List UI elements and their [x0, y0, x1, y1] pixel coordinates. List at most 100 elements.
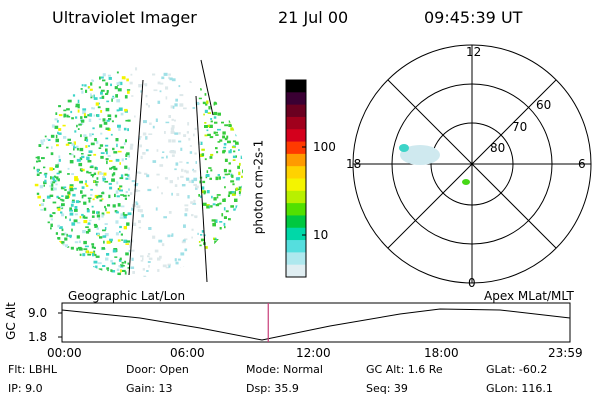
emission-speckle: [84, 139, 88, 141]
emission-speckle: [152, 73, 156, 76]
emission-speckle: [193, 183, 197, 186]
emission-speckle: [114, 86, 118, 90]
colorbar: [285, 79, 307, 278]
emission-speckle: [117, 124, 121, 128]
emission-speckle: [119, 216, 124, 219]
emission-speckle: [192, 203, 197, 205]
emission-speckle: [103, 240, 105, 244]
emission-speckle: [199, 244, 202, 247]
emission-speckle: [131, 257, 134, 261]
emission-speckle: [130, 266, 135, 269]
emission-speckle: [80, 116, 83, 119]
emission-speckle: [78, 240, 81, 244]
emission-speckle: [98, 86, 101, 89]
emission-speckle: [204, 246, 208, 249]
emission-speckle: [119, 177, 124, 180]
emission-speckle: [228, 120, 231, 123]
emission-speckle: [89, 251, 93, 254]
emission-speckle: [65, 143, 70, 146]
emission-speckle: [82, 108, 87, 111]
emission-speckle: [102, 73, 106, 77]
emission-speckle: [69, 187, 74, 192]
emission-speckle: [56, 120, 59, 123]
emission-speckle: [102, 118, 106, 122]
emission-speckle: [117, 88, 122, 92]
emission-speckle: [100, 89, 105, 92]
emission-speckle: [91, 243, 95, 246]
emission-speckle: [216, 239, 220, 243]
info-mode: Mode: Normal: [246, 363, 323, 376]
emission-speckle: [58, 155, 61, 159]
emission-speckle: [117, 203, 121, 207]
emission-speckle: [100, 110, 103, 113]
emission-speckle: [40, 208, 44, 211]
emission-speckle: [147, 255, 150, 258]
emission-speckle: [224, 186, 226, 189]
emission-speckle: [87, 253, 91, 256]
emission-speckle: [100, 152, 105, 154]
emission-speckle: [123, 215, 127, 219]
emission-speckle: [183, 107, 187, 110]
emission-speckle: [190, 201, 193, 204]
emission-speckle: [50, 218, 53, 221]
emission-speckle: [109, 167, 112, 170]
emission-speckle: [138, 220, 141, 224]
emission-speckle: [136, 205, 141, 209]
emission-speckle: [161, 156, 164, 159]
emission-speckle: [213, 197, 217, 201]
emission-speckle: [122, 194, 127, 197]
emission-speckle: [134, 189, 138, 193]
emission-speckle: [110, 83, 112, 87]
emission-speckle: [140, 155, 143, 160]
emission-speckle: [147, 261, 151, 263]
emission-speckle: [43, 181, 47, 185]
emission-speckle: [232, 159, 236, 161]
emission-speckle: [144, 83, 147, 85]
emission-speckle: [111, 173, 114, 177]
emission-speckle: [126, 89, 131, 91]
emission-speckle: [76, 247, 79, 251]
emission-speckle: [180, 175, 184, 178]
emission-speckle: [116, 109, 120, 112]
emission-speckle: [90, 93, 92, 97]
emission-speckle: [157, 269, 160, 272]
emission-speckle: [99, 97, 102, 99]
emission-speckle: [76, 222, 81, 224]
emission-speckle: [145, 136, 147, 140]
emission-speckle: [123, 226, 127, 230]
emission-speckle: [178, 132, 181, 135]
emission-speckle: [49, 167, 53, 171]
emission-speckle: [120, 194, 124, 196]
emission-speckle: [241, 185, 243, 189]
emission-speckle: [69, 236, 72, 239]
emission-speckle: [142, 268, 145, 271]
emission-speckle: [120, 264, 124, 267]
emission-speckle: [59, 198, 63, 201]
emission-speckle: [104, 144, 109, 147]
info-ip: IP: 9.0: [8, 382, 43, 395]
emission-speckle: [219, 202, 222, 205]
emission-speckle: [194, 127, 197, 130]
emission-speckle: [171, 139, 176, 143]
emission-speckle: [228, 173, 230, 175]
emission-speckle: [106, 90, 109, 93]
emission-speckle: [75, 105, 79, 108]
emission-speckle: [46, 138, 49, 140]
emission-speckle: [99, 199, 103, 202]
emission-speckle: [82, 230, 86, 234]
emission-speckle: [148, 257, 153, 260]
emission-speckle: [162, 151, 165, 153]
emission-speckle: [115, 190, 119, 194]
emission-speckle: [81, 84, 84, 87]
emission-speckle: [127, 128, 129, 132]
emission-speckle: [168, 73, 171, 76]
emission-speckle: [89, 166, 94, 169]
emission-speckle: [215, 219, 218, 223]
emission-speckle: [170, 127, 175, 131]
emission-speckle: [99, 124, 103, 128]
emission-speckle: [171, 125, 175, 129]
emission-speckle: [213, 101, 218, 105]
emission-speckle: [44, 175, 47, 178]
emission-speckle: [88, 199, 91, 203]
emission-speckle: [120, 146, 124, 149]
